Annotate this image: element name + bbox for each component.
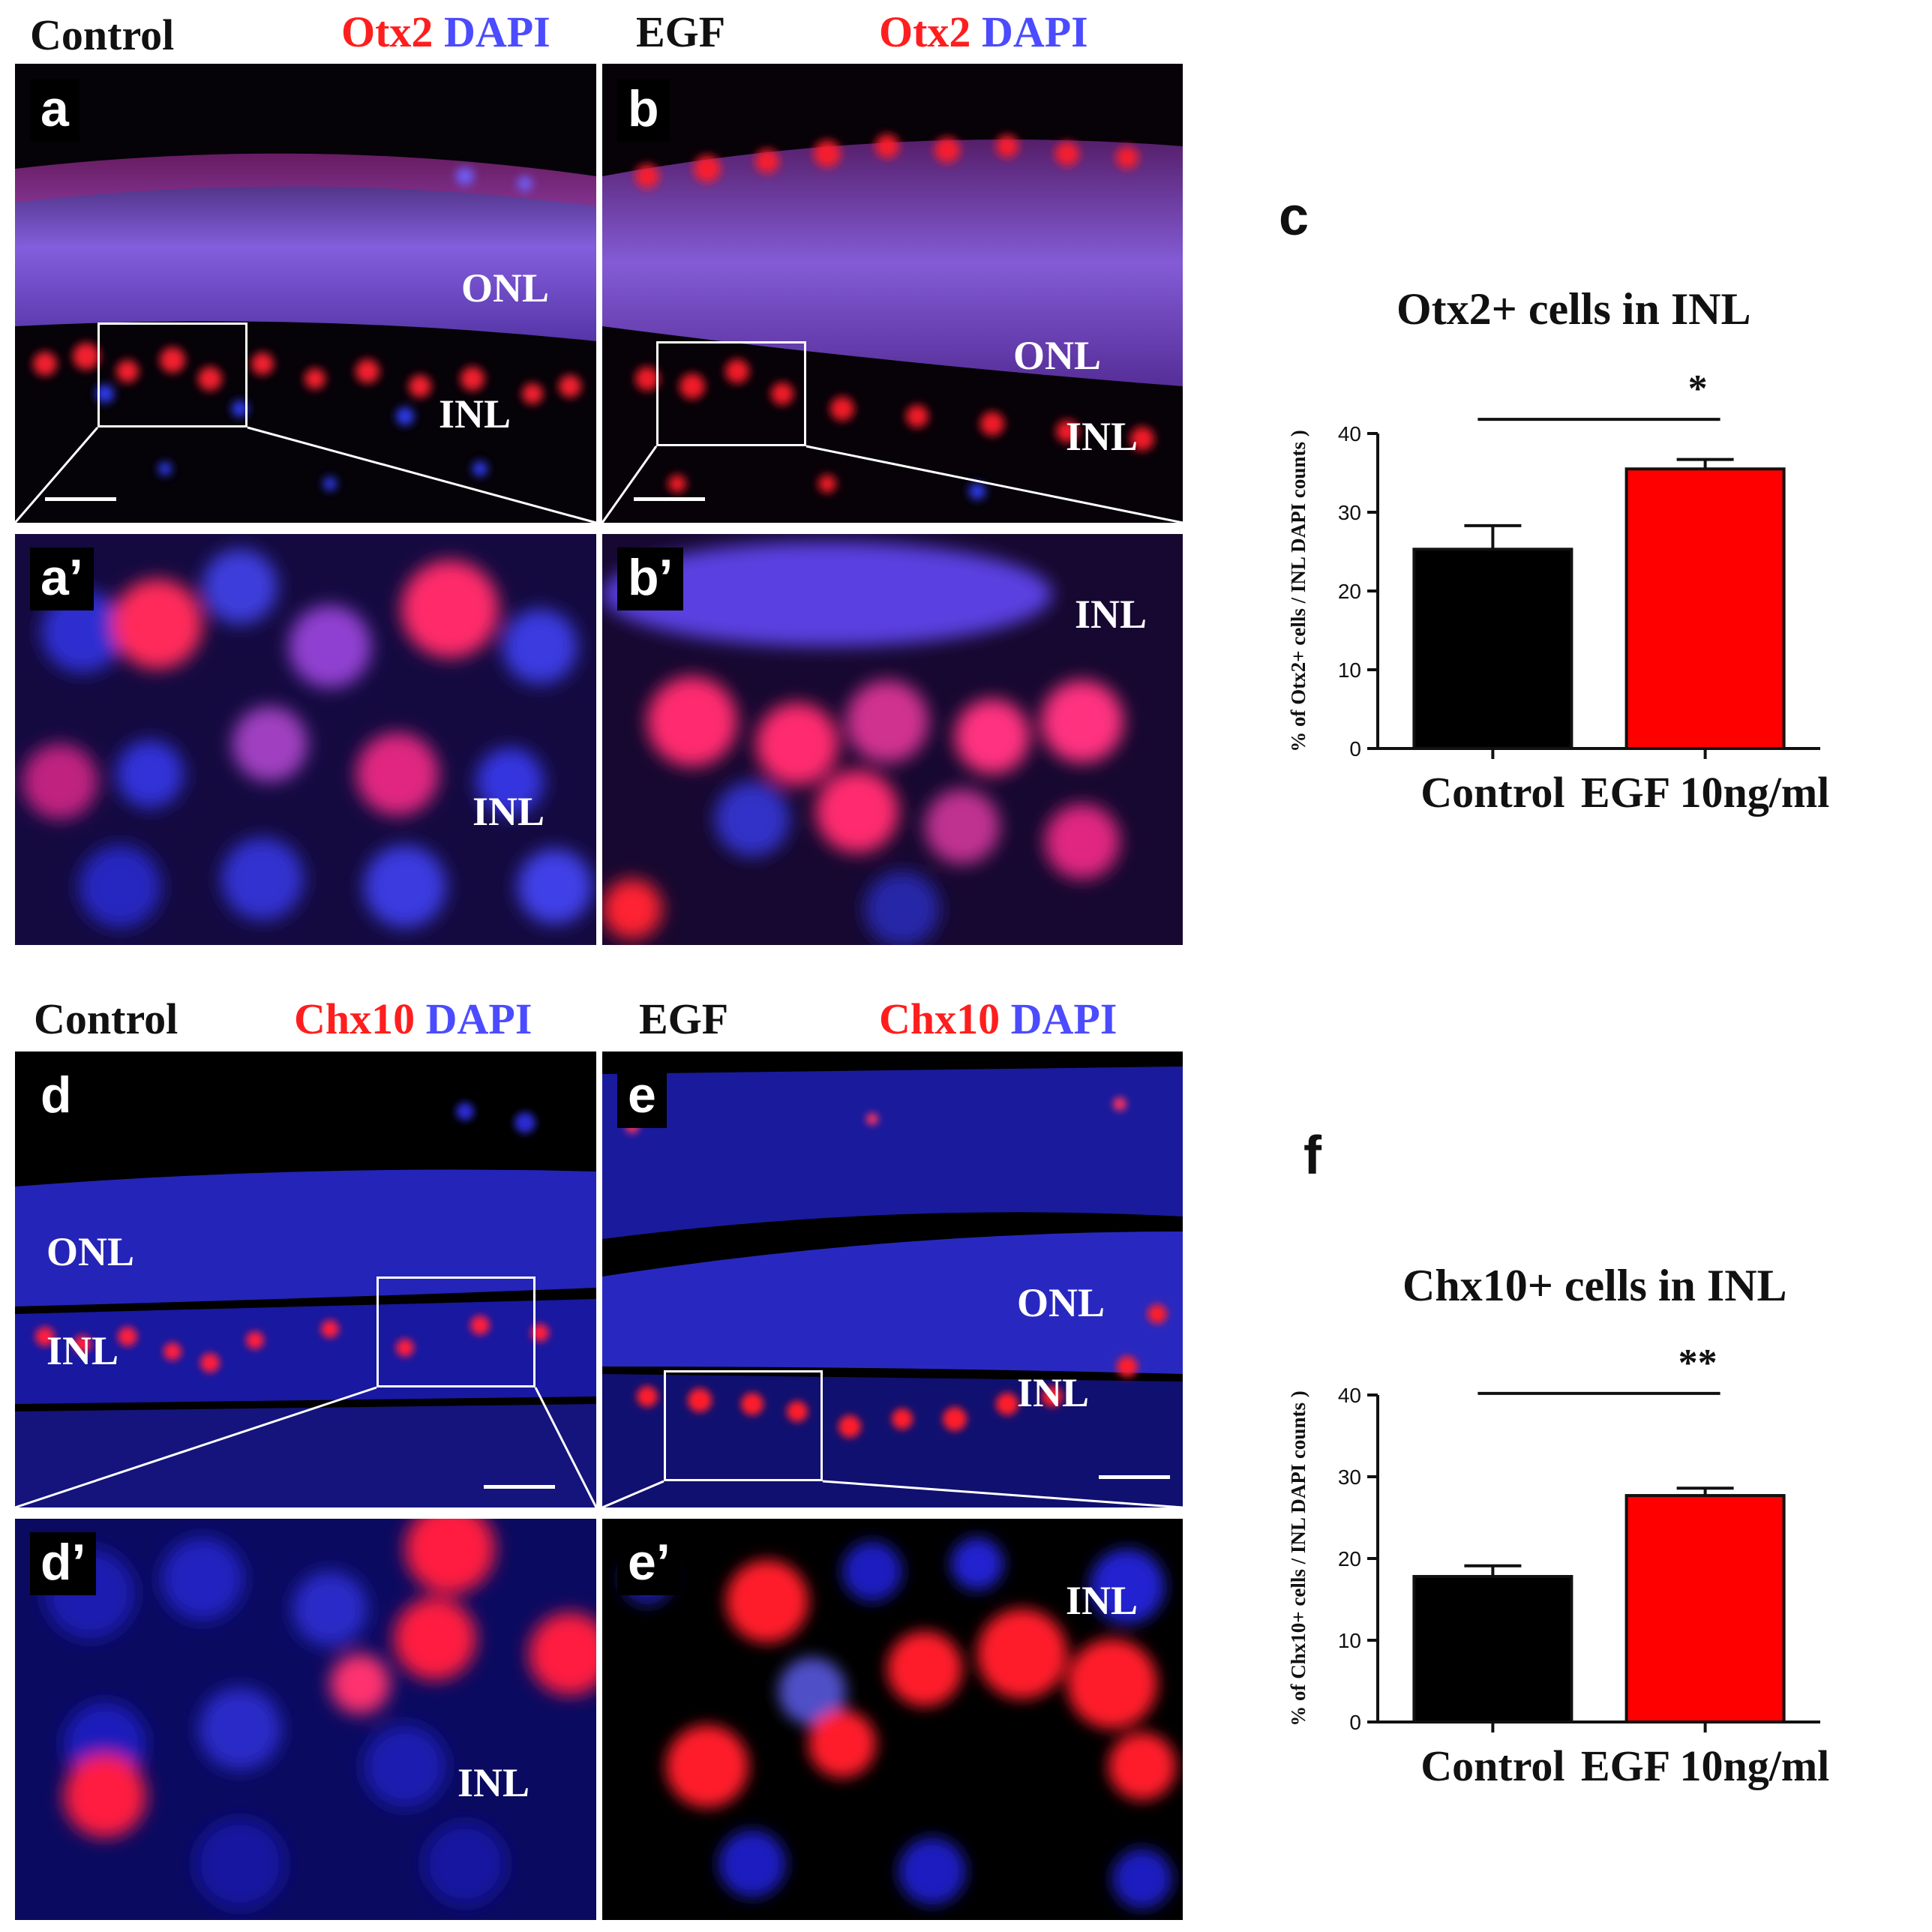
layer-label-onl: ONL xyxy=(1013,333,1102,378)
scale-bar xyxy=(484,1485,555,1489)
layer-label-onl: ONL xyxy=(1017,1280,1106,1325)
dapi-label: DAPI xyxy=(443,8,550,56)
scale-bar xyxy=(1099,1475,1170,1479)
micrograph-panel-a: a ONL INL xyxy=(15,64,596,523)
dapi-label: DAPI xyxy=(981,8,1088,56)
y-tick-label: 0 xyxy=(1349,1711,1361,1734)
marker-chx10-label: Chx10 xyxy=(294,994,416,1043)
scale-bar xyxy=(45,497,116,501)
bar-1 xyxy=(1624,1494,1786,1724)
layer-label-inl: INL xyxy=(439,392,512,436)
y-tick-label: 20 xyxy=(1338,580,1361,603)
header-stain-egf-chx10: Chx10 DAPI xyxy=(879,998,1117,1041)
bar-1 xyxy=(1624,467,1786,750)
micrograph-panel-b: b ONL INL xyxy=(602,64,1183,523)
scale-bar xyxy=(634,497,705,501)
y-axis-label: % of Chx10+ cells / INL DAPI counts ) xyxy=(1287,1390,1310,1726)
x-category-label: EGF 10ng/ml xyxy=(1581,768,1829,817)
x-category-label: EGF 10ng/ml xyxy=(1581,1742,1829,1790)
micrograph-panel-e-zoom: e’ INL xyxy=(602,1519,1183,1920)
zoom-region-box xyxy=(664,1370,823,1481)
layer-label-inl: INL xyxy=(1075,592,1148,637)
header-stain-control-chx10: Chx10 DAPI xyxy=(294,998,532,1041)
micrograph-panel-d: d ONL INL xyxy=(15,1052,596,1508)
layer-label-onl: ONL xyxy=(46,1229,135,1274)
bar-chart-c: 0 10 20 30 40 Control EGF 10ng/ml * % of Otx2+ c… xyxy=(1287,368,1829,817)
micrograph-b-zoom-image xyxy=(602,534,1183,945)
header-condition-egf-otx2: EGF xyxy=(636,8,726,56)
y-tick-label: 40 xyxy=(1338,422,1361,446)
header-condition-control-otx2: Control xyxy=(30,10,175,59)
layer-label-inl: INL xyxy=(1017,1370,1090,1415)
panel-label-d: d xyxy=(30,1065,82,1128)
dapi-label: DAPI xyxy=(425,994,532,1043)
y-tick-label: 20 xyxy=(1338,1547,1361,1570)
x-category-label: Control xyxy=(1420,1742,1564,1790)
y-tick-label: 10 xyxy=(1338,1629,1361,1652)
micrograph-e-image xyxy=(602,1052,1183,1508)
panel-label-c: c xyxy=(1279,187,1310,247)
micrograph-panel-d-zoom: d’ INL xyxy=(15,1519,596,1920)
micrograph-a-image xyxy=(15,64,596,523)
dapi-label: DAPI xyxy=(1010,994,1118,1043)
panel-label-b-zoom: b’ xyxy=(617,548,684,610)
bar-0 xyxy=(1412,1574,1574,1724)
micrograph-a-zoom-image xyxy=(15,534,596,945)
significance-marker: * xyxy=(1688,368,1708,410)
panel-label-e: e xyxy=(617,1065,667,1128)
panel-label-a-zoom: a’ xyxy=(30,548,94,610)
panel-label-d-zoom: d’ xyxy=(30,1532,97,1595)
layer-label-inl: INL xyxy=(46,1328,119,1373)
y-tick-label: 0 xyxy=(1349,737,1361,760)
micrograph-d-zoom-image xyxy=(15,1519,596,1920)
layer-label-inl: INL xyxy=(1066,1578,1138,1623)
marker-otx2-label: Otx2 xyxy=(879,8,971,56)
layer-label-inl: INL xyxy=(458,1760,530,1805)
chart-title-c: Otx2+ cells in INL xyxy=(1396,284,1751,334)
zoom-region-box xyxy=(656,341,806,446)
micrograph-panel-e: e ONL INL xyxy=(602,1052,1183,1508)
micrograph-panel-a-zoom: a’ INL xyxy=(15,534,596,945)
header-condition-control-chx10: Control xyxy=(34,994,178,1043)
chart-title-f: Chx10+ cells in INL xyxy=(1402,1261,1787,1310)
panel-label-a: a xyxy=(30,79,80,142)
layer-label-inl: INL xyxy=(472,789,545,834)
y-tick-label: 40 xyxy=(1338,1384,1361,1407)
zoom-region-box xyxy=(376,1276,536,1388)
panel-label-b: b xyxy=(617,79,670,142)
micrograph-e-zoom-image xyxy=(602,1519,1183,1920)
header-condition-egf-chx10: EGF xyxy=(639,994,729,1043)
panel-label-f: f xyxy=(1304,1126,1322,1186)
marker-otx2-label: Otx2 xyxy=(341,8,434,56)
header-stain-egf-otx2: Otx2 DAPI xyxy=(879,10,1088,54)
significance-marker: ** xyxy=(1678,1342,1718,1384)
zoom-region-box xyxy=(98,322,248,428)
x-category-label: Control xyxy=(1420,768,1564,817)
layer-label-inl: INL xyxy=(1066,414,1138,459)
y-tick-label: 30 xyxy=(1338,1466,1361,1489)
bar-chart-f: 0 10 20 30 40 Control EGF 10ng/ml ** % of Chx10+… xyxy=(1287,1342,1829,1790)
y-axis-label: % of Otx2+ cells / INL DAPI counts ) xyxy=(1287,430,1310,752)
bar-0 xyxy=(1412,548,1574,750)
micrograph-panel-b-zoom: b’ INL xyxy=(602,534,1183,945)
header-stain-control-otx2: Otx2 DAPI xyxy=(341,10,550,54)
y-tick-label: 30 xyxy=(1338,501,1361,524)
marker-chx10-label: Chx10 xyxy=(879,994,1000,1043)
panel-label-e-zoom: e’ xyxy=(617,1532,681,1595)
y-tick-label: 10 xyxy=(1338,658,1361,682)
layer-label-onl: ONL xyxy=(461,266,550,310)
